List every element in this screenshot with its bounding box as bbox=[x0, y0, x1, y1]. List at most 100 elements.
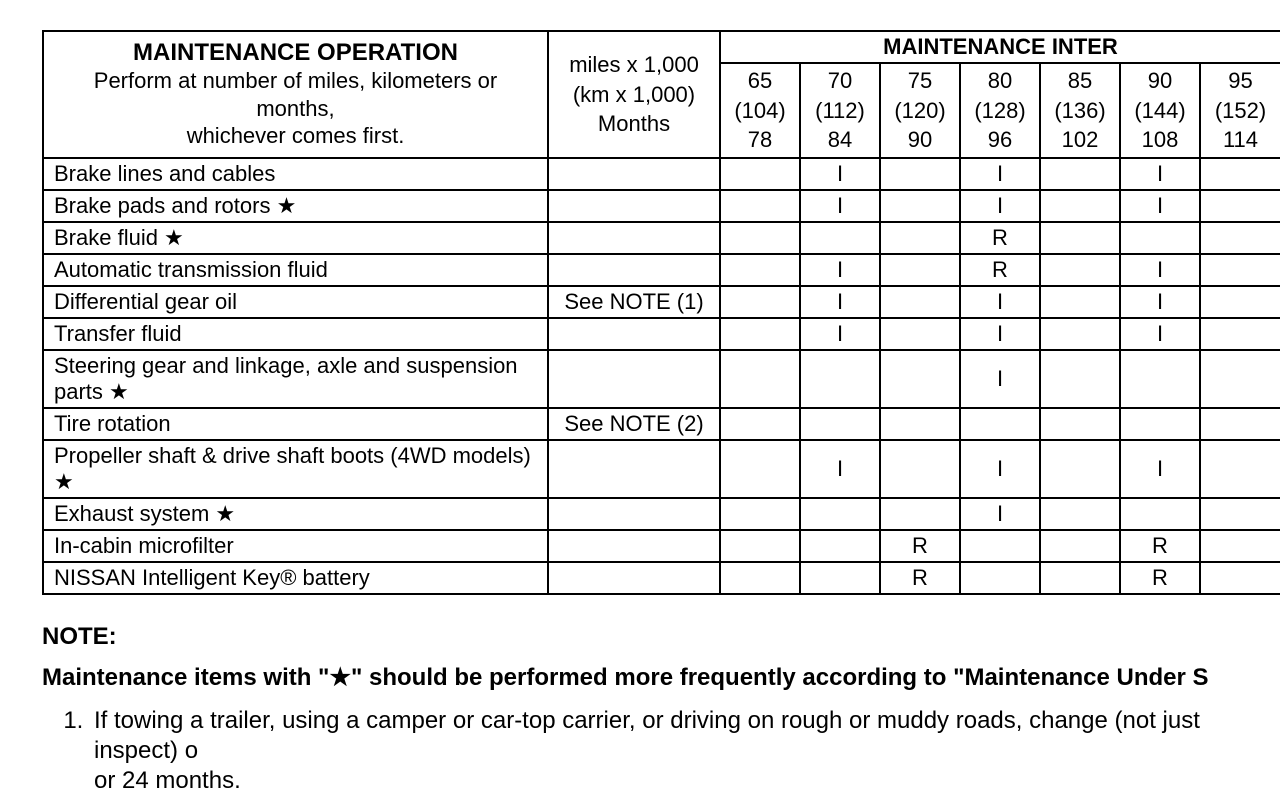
interval-cell bbox=[880, 440, 960, 498]
miles-header: miles x 1,000 (km x 1,000) Months bbox=[548, 31, 720, 158]
interval-cell bbox=[1040, 530, 1120, 562]
interval-months: 114 bbox=[1209, 125, 1272, 155]
interval-cell bbox=[800, 222, 880, 254]
interval-cell bbox=[1200, 158, 1280, 190]
interval-miles: 85 bbox=[1049, 66, 1111, 96]
interval-cell bbox=[1200, 222, 1280, 254]
operation-cell: Transfer fluid bbox=[43, 318, 548, 350]
interval-header-6: 95(152)114 bbox=[1200, 63, 1280, 158]
interval-km: (152) bbox=[1209, 96, 1272, 126]
interval-cell bbox=[1040, 190, 1120, 222]
interval-cell bbox=[1040, 440, 1120, 498]
interval-cell bbox=[720, 222, 800, 254]
interval-cell bbox=[720, 254, 800, 286]
interval-miles: 90 bbox=[1129, 66, 1191, 96]
table-row: Tire rotationSee NOTE (2) bbox=[43, 408, 1280, 440]
interval-cell: I bbox=[1120, 254, 1200, 286]
operation-title: MAINTENANCE OPERATION bbox=[52, 39, 539, 67]
maintenance-table: MAINTENANCE OPERATION Perform at number … bbox=[42, 30, 1280, 595]
interval-cell bbox=[1200, 440, 1280, 498]
interval-cell bbox=[800, 530, 880, 562]
interval-months: 90 bbox=[889, 125, 951, 155]
table-row: Steering gear and linkage, axle and susp… bbox=[43, 350, 1280, 408]
interval-header-1: 70(112)84 bbox=[800, 63, 880, 158]
operation-cell: Propeller shaft & drive shaft boots (4WD… bbox=[43, 440, 548, 498]
interval-cell: R bbox=[1120, 530, 1200, 562]
note-cell bbox=[548, 498, 720, 530]
interval-cell bbox=[800, 350, 880, 408]
interval-cell bbox=[880, 286, 960, 318]
interval-months: 78 bbox=[729, 125, 791, 155]
operation-header: MAINTENANCE OPERATION Perform at number … bbox=[43, 31, 548, 158]
interval-cell: I bbox=[800, 318, 880, 350]
operation-cell: Brake lines and cables bbox=[43, 158, 548, 190]
interval-cell: I bbox=[1120, 286, 1200, 318]
interval-cell bbox=[1200, 408, 1280, 440]
interval-miles: 75 bbox=[889, 66, 951, 96]
interval-cell: I bbox=[800, 190, 880, 222]
interval-miles: 95 bbox=[1209, 66, 1272, 96]
interval-cell: R bbox=[1120, 562, 1200, 594]
miles-line-3: Months bbox=[557, 109, 711, 139]
interval-cell bbox=[720, 440, 800, 498]
table-row: Propeller shaft & drive shaft boots (4WD… bbox=[43, 440, 1280, 498]
interval-cell: I bbox=[1120, 440, 1200, 498]
interval-cell bbox=[1040, 350, 1120, 408]
note-cell bbox=[548, 350, 720, 408]
interval-cell bbox=[1200, 350, 1280, 408]
table-body: Brake lines and cablesIIIBrake pads and … bbox=[43, 158, 1280, 594]
interval-cell bbox=[720, 530, 800, 562]
operation-cell: In-cabin microfilter bbox=[43, 530, 548, 562]
note-cell bbox=[548, 254, 720, 286]
note-item-1-line-1: If towing a trailer, using a camper or c… bbox=[94, 707, 1200, 764]
note-cell bbox=[548, 190, 720, 222]
interval-cell bbox=[720, 286, 800, 318]
table-row: Transfer fluid I I I bbox=[43, 318, 1280, 350]
note-cell bbox=[548, 222, 720, 254]
interval-cell: I bbox=[800, 158, 880, 190]
table-row: In-cabin microfilterRR bbox=[43, 530, 1280, 562]
interval-km: (144) bbox=[1129, 96, 1191, 126]
interval-header-3: 80(128)96 bbox=[960, 63, 1040, 158]
interval-miles: 65 bbox=[729, 66, 791, 96]
interval-cell bbox=[1040, 222, 1120, 254]
interval-cell bbox=[720, 158, 800, 190]
interval-header-5: 90(144)108 bbox=[1120, 63, 1200, 158]
interval-super-header: MAINTENANCE INTER bbox=[720, 31, 1280, 63]
operation-subtitle-2: whichever comes first. bbox=[52, 122, 539, 150]
operation-subtitle-1: Perform at number of miles, kilometers o… bbox=[52, 67, 539, 122]
interval-cell bbox=[800, 408, 880, 440]
interval-cell bbox=[1200, 254, 1280, 286]
interval-miles: 80 bbox=[969, 66, 1031, 96]
interval-cell: I bbox=[800, 440, 880, 498]
interval-cell bbox=[1040, 158, 1120, 190]
interval-cell bbox=[880, 350, 960, 408]
interval-cell bbox=[1200, 190, 1280, 222]
interval-cell bbox=[880, 190, 960, 222]
interval-cell bbox=[1040, 408, 1120, 440]
interval-cell bbox=[1120, 222, 1200, 254]
interval-cell: I bbox=[800, 286, 880, 318]
operation-cell: Brake pads and rotors ★ bbox=[43, 190, 548, 222]
interval-cell bbox=[800, 562, 880, 594]
interval-cell bbox=[880, 408, 960, 440]
interval-cell bbox=[1200, 498, 1280, 530]
interval-cell: I bbox=[960, 440, 1040, 498]
note-title: NOTE: bbox=[42, 623, 1280, 651]
operation-cell: Tire rotation bbox=[43, 408, 548, 440]
interval-cell bbox=[1040, 254, 1120, 286]
note-cell bbox=[548, 440, 720, 498]
table-row: Brake pads and rotors ★III bbox=[43, 190, 1280, 222]
interval-cell bbox=[1200, 286, 1280, 318]
interval-months: 102 bbox=[1049, 125, 1111, 155]
operation-cell: Steering gear and linkage, axle and susp… bbox=[43, 350, 548, 408]
interval-cell: I bbox=[1120, 190, 1200, 222]
interval-cell: I bbox=[1120, 158, 1200, 190]
interval-cell bbox=[1200, 530, 1280, 562]
note-cell: See NOTE (2) bbox=[548, 408, 720, 440]
interval-months: 96 bbox=[969, 125, 1031, 155]
interval-cell bbox=[1040, 318, 1120, 350]
interval-cell bbox=[880, 498, 960, 530]
interval-cell: I bbox=[960, 318, 1040, 350]
interval-cell: I bbox=[1120, 318, 1200, 350]
